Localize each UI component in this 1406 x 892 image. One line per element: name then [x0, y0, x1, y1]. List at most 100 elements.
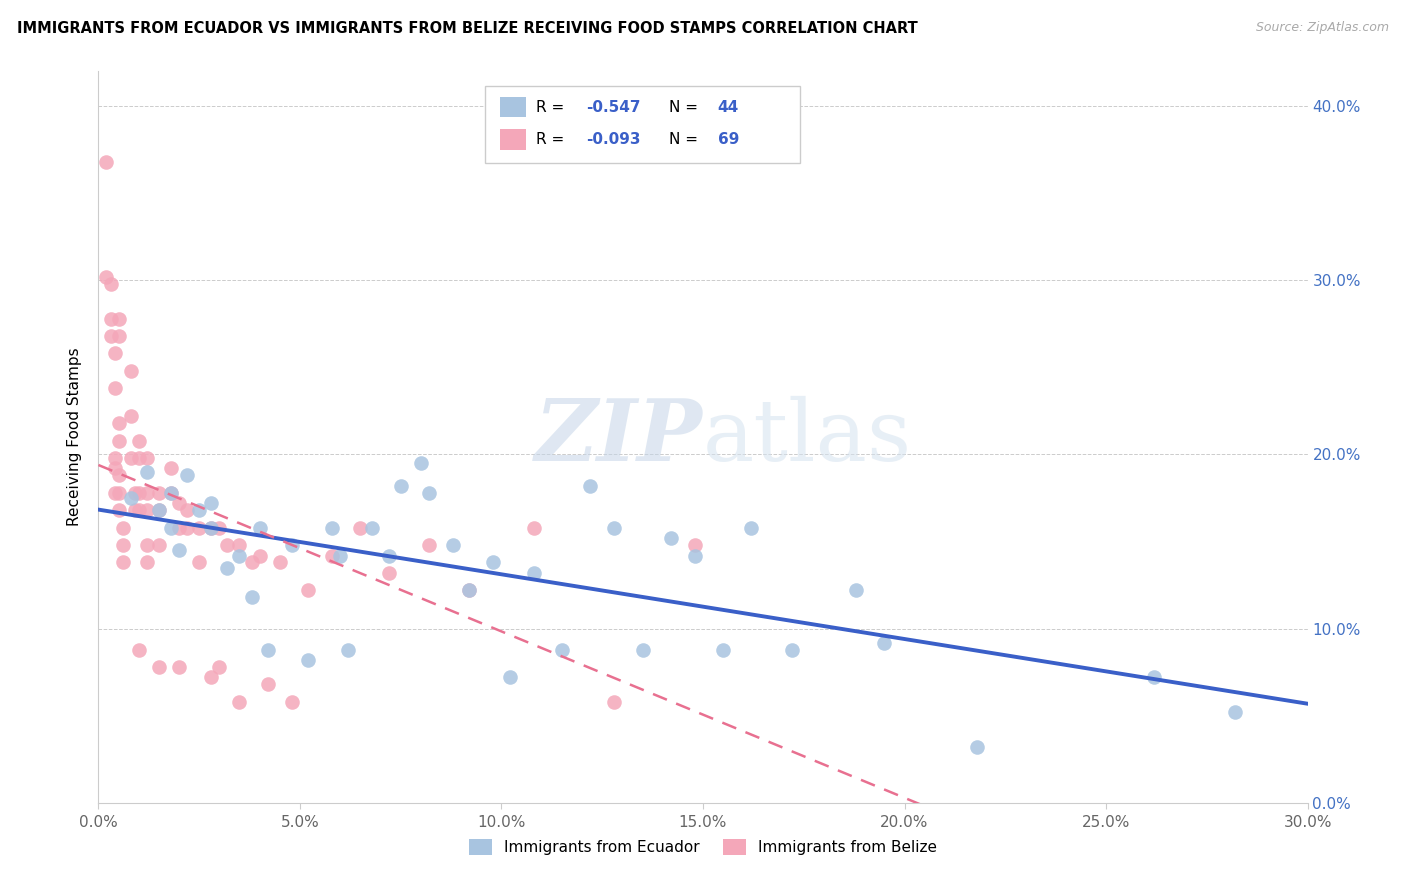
Point [256, 677, 278, 691]
Point [603, 695, 626, 709]
Text: 69: 69 [717, 132, 740, 147]
Point [167, 660, 190, 674]
Point [103, 381, 125, 395]
Point [107, 329, 129, 343]
Point [160, 521, 183, 535]
Point [176, 468, 198, 483]
Point [148, 538, 170, 552]
FancyBboxPatch shape [485, 86, 800, 163]
Point [208, 521, 231, 535]
Point [188, 556, 211, 570]
Point [128, 485, 150, 500]
Point [200, 496, 222, 510]
Point [349, 521, 371, 535]
Point [208, 660, 231, 674]
Point [337, 642, 360, 657]
Point [297, 583, 319, 598]
Point [107, 311, 129, 326]
Point [120, 364, 142, 378]
Point [523, 566, 546, 580]
Text: -0.093: -0.093 [586, 132, 640, 147]
Point [200, 521, 222, 535]
Point [96, 155, 118, 169]
Point [249, 521, 271, 535]
Point [135, 556, 157, 570]
Point [111, 521, 134, 535]
Point [188, 521, 211, 535]
Text: IMMIGRANTS FROM ECUADOR VS IMMIGRANTS FROM BELIZE RECEIVING FOOD STAMPS CORRELAT: IMMIGRANTS FROM ECUADOR VS IMMIGRANTS FR… [17, 21, 918, 36]
Point [1143, 670, 1166, 684]
Text: Source: ZipAtlas.com: Source: ZipAtlas.com [1256, 21, 1389, 34]
Point [135, 450, 157, 465]
Point [107, 434, 129, 448]
Point [160, 485, 183, 500]
Point [148, 485, 170, 500]
Point [418, 538, 440, 552]
Point [103, 485, 125, 500]
Point [120, 491, 142, 505]
Legend: Immigrants from Ecuador, Immigrants from Belize: Immigrants from Ecuador, Immigrants from… [463, 833, 943, 861]
Point [377, 549, 399, 563]
Point [845, 583, 868, 598]
Point [389, 479, 412, 493]
Text: R =: R = [536, 132, 569, 147]
Point [148, 503, 170, 517]
Point [377, 566, 399, 580]
Point [167, 543, 190, 558]
Point [124, 485, 146, 500]
Text: N =: N = [669, 132, 703, 147]
Point [409, 456, 432, 470]
Point [441, 538, 464, 552]
Point [160, 485, 183, 500]
Point [631, 642, 654, 657]
Point [966, 740, 988, 755]
Point [1223, 705, 1246, 719]
Point [135, 503, 157, 517]
Point [711, 642, 734, 657]
Point [228, 549, 250, 563]
Point [128, 503, 150, 517]
Point [321, 521, 343, 535]
Point [100, 277, 122, 291]
Point [200, 670, 222, 684]
Text: N =: N = [669, 100, 703, 115]
Point [167, 521, 190, 535]
Point [120, 409, 142, 424]
Point [551, 642, 574, 657]
Point [329, 549, 352, 563]
Point [96, 269, 118, 284]
Point [297, 653, 319, 667]
Point [458, 583, 481, 598]
Point [111, 538, 134, 552]
Point [107, 503, 129, 517]
Point [103, 450, 125, 465]
Point [103, 461, 125, 475]
Bar [501, 97, 526, 118]
Point [603, 521, 626, 535]
Point [249, 549, 271, 563]
Point [176, 503, 198, 517]
Point [482, 556, 505, 570]
Point [100, 329, 122, 343]
Point [780, 642, 803, 657]
Text: 44: 44 [717, 100, 738, 115]
Point [111, 556, 134, 570]
Point [107, 416, 129, 430]
Point [217, 560, 239, 574]
Point [107, 485, 129, 500]
Point [148, 503, 170, 517]
Point [240, 556, 263, 570]
Point [281, 695, 304, 709]
Point [167, 496, 190, 510]
Point [321, 549, 343, 563]
Point [135, 465, 157, 479]
Text: R =: R = [536, 100, 569, 115]
Point [659, 531, 682, 545]
Point [100, 311, 122, 326]
Point [128, 434, 150, 448]
Point [228, 695, 250, 709]
Point [148, 660, 170, 674]
Point [683, 549, 706, 563]
Bar [501, 129, 526, 150]
Text: ZIP: ZIP [536, 395, 703, 479]
